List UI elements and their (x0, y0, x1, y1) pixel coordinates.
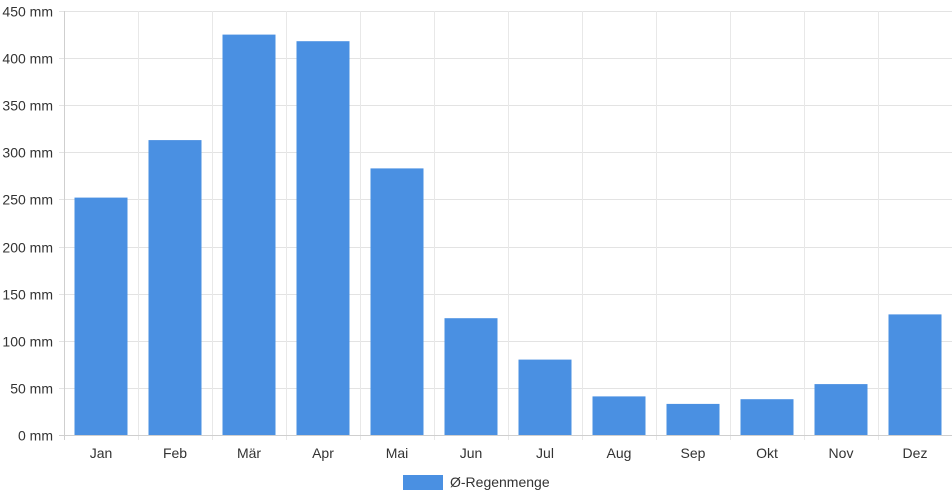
x-tick-label: Nov (829, 445, 854, 461)
y-tick-label: 100 mm (2, 334, 53, 350)
legend-label[interactable]: Ø-Regenmenge (450, 474, 550, 490)
legend-swatch[interactable] (403, 475, 443, 490)
x-axis-ticks: Jan Feb Mär Apr Mai Jun Jul Aug Sep Okt Nov Dez (90, 445, 928, 461)
bars (74, 34, 942, 435)
bar-aug[interactable] (592, 396, 646, 435)
x-tick-label: Apr (312, 445, 334, 461)
y-tick-label: 0 mm (18, 428, 53, 444)
x-tick-label: Jan (90, 445, 113, 461)
legend[interactable]: Ø-Regenmenge (403, 474, 550, 490)
y-tick-label: 350 mm (2, 98, 53, 114)
x-tick-label: Mai (386, 445, 409, 461)
x-tick-label: Sep (681, 445, 706, 461)
x-tick-label: Okt (756, 445, 778, 461)
y-tick-label: 300 mm (2, 145, 53, 161)
bar-okt[interactable] (740, 399, 794, 435)
y-tick-label: 250 mm (2, 192, 53, 208)
y-tick-label: 450 mm (2, 4, 53, 20)
y-tick-label: 150 mm (2, 287, 53, 303)
bar-jan[interactable] (74, 197, 128, 435)
bar-sep[interactable] (666, 403, 720, 435)
axes (59, 11, 952, 440)
bar-mär[interactable] (222, 34, 276, 435)
bar-feb[interactable] (148, 140, 202, 435)
grid-lines (59, 11, 952, 440)
y-tick-label: 50 mm (10, 381, 53, 397)
x-tick-label: Feb (163, 445, 187, 461)
x-tick-label: Aug (607, 445, 632, 461)
y-axis-ticks: 0 mm 50 mm 100 mm 150 mm 200 mm 250 mm 300 mm 3… (2, 4, 53, 444)
y-tick-label: 400 mm (2, 51, 53, 67)
x-tick-label: Mär (237, 445, 261, 461)
bar-jun[interactable] (444, 318, 498, 435)
y-tick-label: 200 mm (2, 240, 53, 256)
bar-dez[interactable] (888, 314, 942, 435)
bar-jul[interactable] (518, 359, 572, 435)
x-tick-label: Jun (460, 445, 483, 461)
x-tick-label: Dez (903, 445, 928, 461)
bar-apr[interactable] (296, 41, 350, 435)
bar-nov[interactable] (814, 384, 868, 435)
x-tick-label: Jul (536, 445, 554, 461)
bar-mai[interactable] (370, 168, 424, 435)
